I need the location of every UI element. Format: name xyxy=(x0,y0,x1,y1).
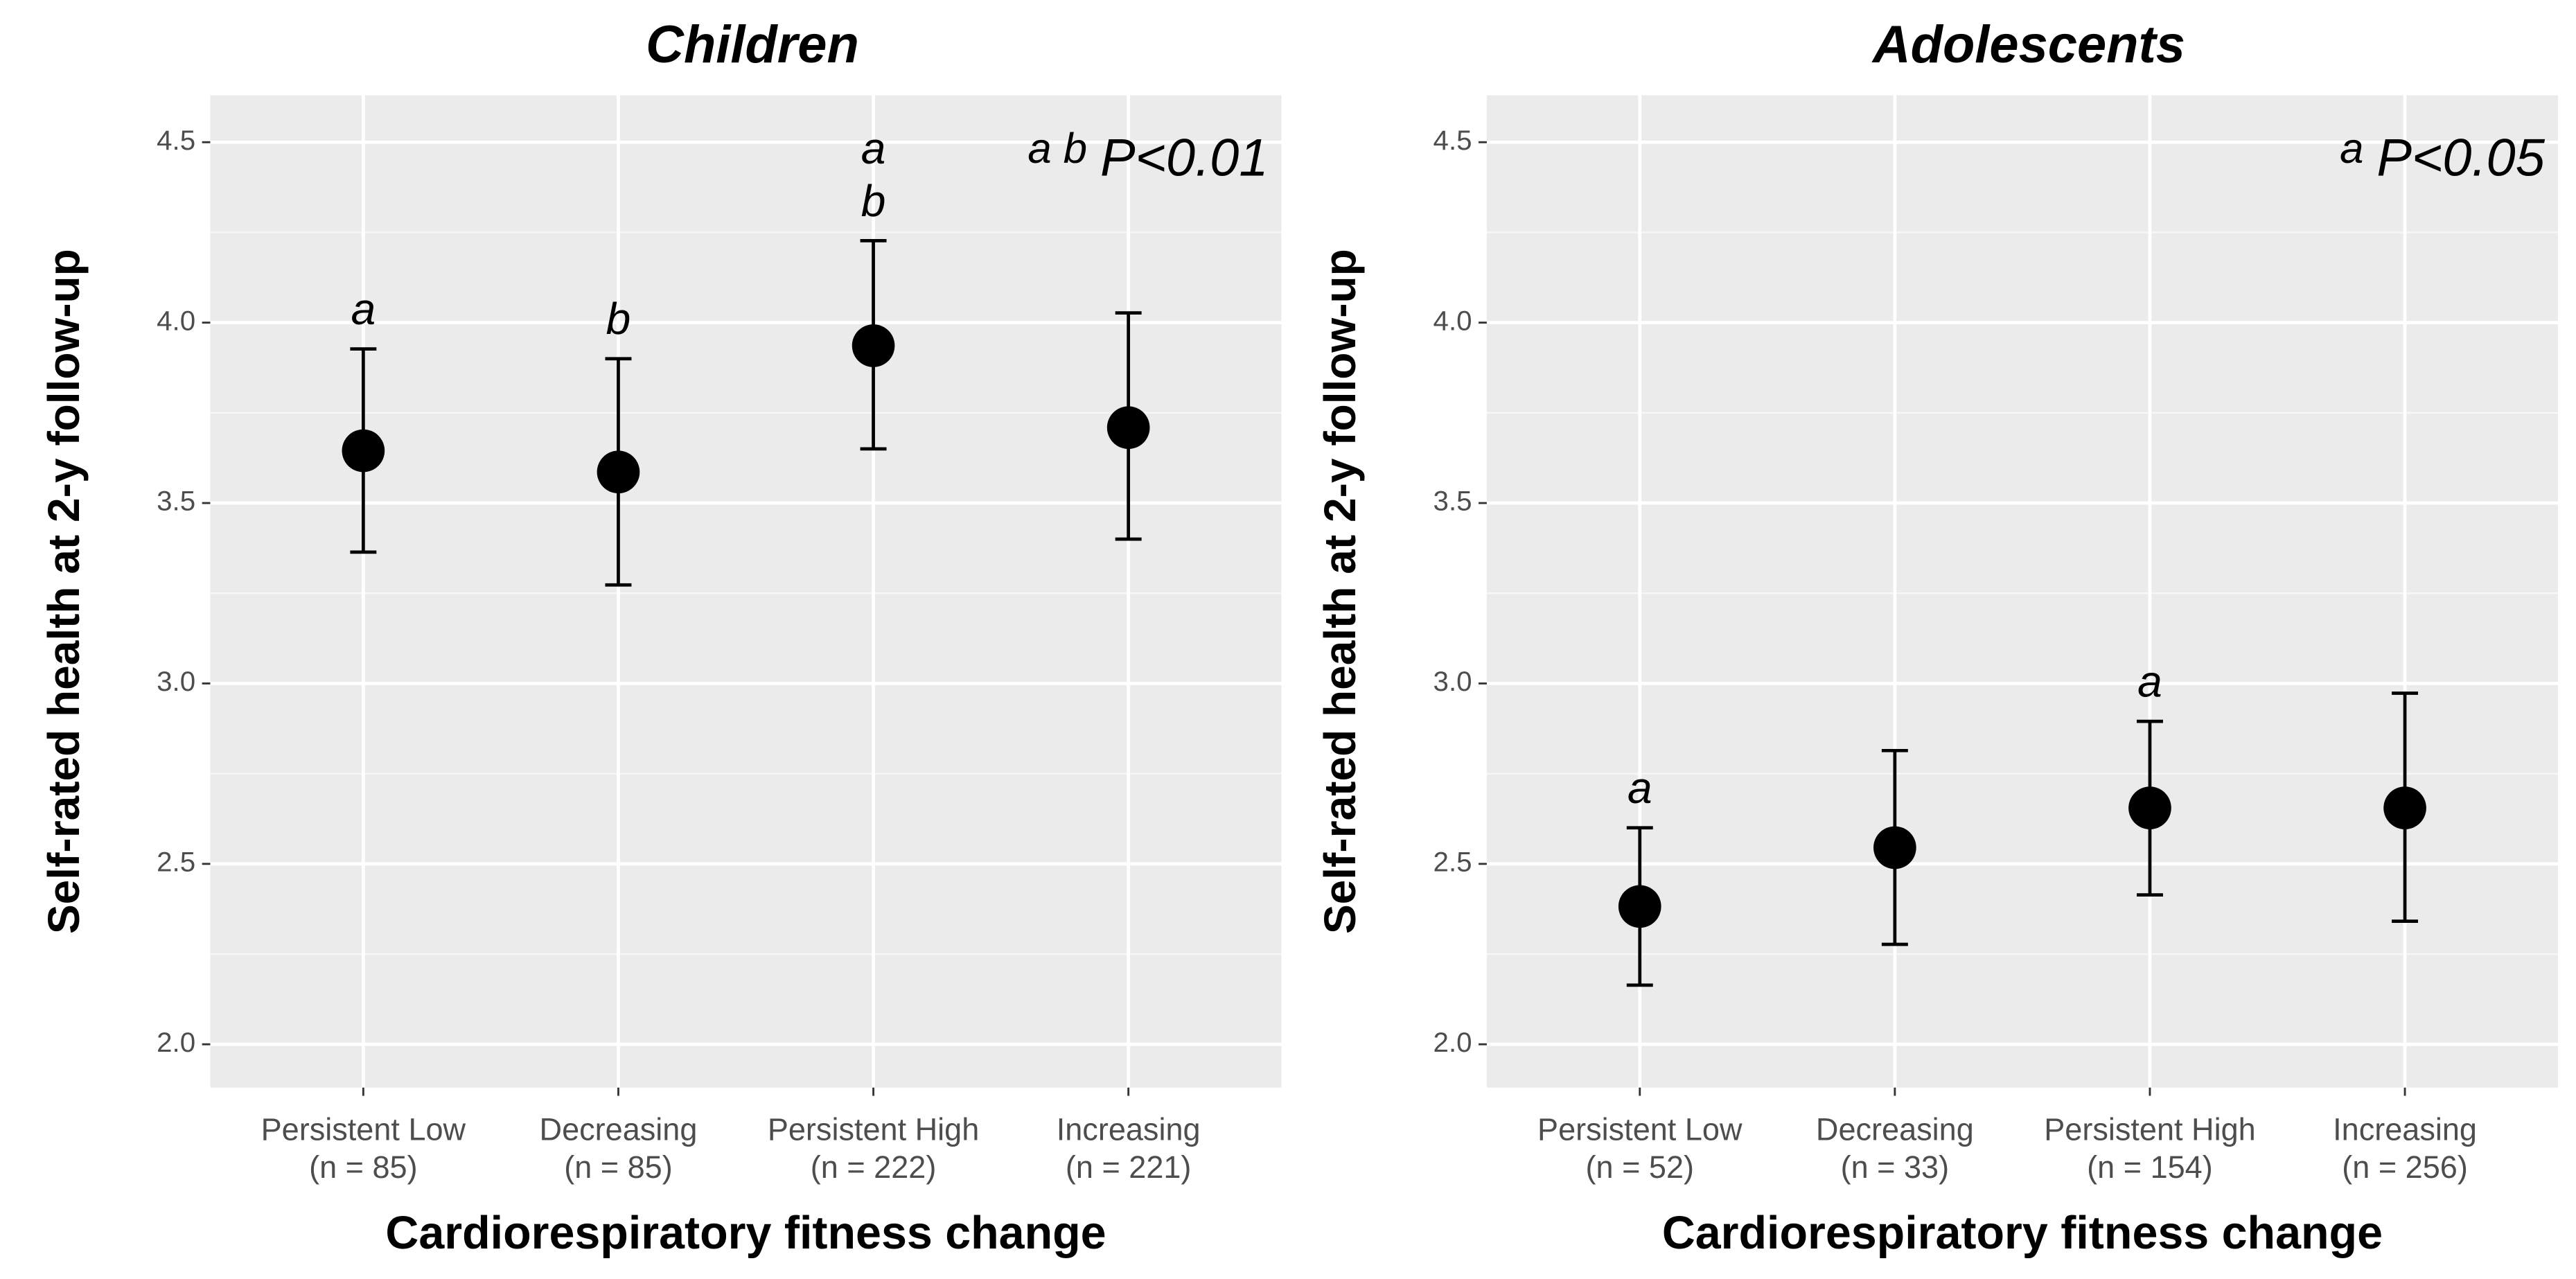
significance-letter: b xyxy=(861,176,886,226)
point xyxy=(1106,406,1150,450)
significance-letter: a xyxy=(861,123,886,173)
x-tick-label: Decreasing xyxy=(1816,1112,1974,1147)
x-tick-label: Increasing xyxy=(1057,1112,1201,1147)
y-tick-label: 2.5 xyxy=(1433,846,1472,877)
y-axis-title: Self-rated health at 2-y follow-up xyxy=(1315,249,1365,934)
significance-letter: b xyxy=(606,294,631,344)
y-tick-label: 2.0 xyxy=(157,1027,195,1058)
y-tick-label: 3.0 xyxy=(1433,666,1472,697)
x-axis-title: Cardiorespiratory fitness change xyxy=(385,1208,1106,1259)
point xyxy=(852,324,895,367)
point xyxy=(1873,826,1916,870)
annotation-letters: a xyxy=(2340,125,2363,173)
plot-panel xyxy=(210,95,1282,1088)
x-tick-label: Persistent High xyxy=(768,1112,979,1147)
x-tick-label: Persistent Low xyxy=(1537,1112,1743,1147)
y-tick-label: 2.5 xyxy=(157,846,195,877)
significance-letter: a xyxy=(2137,657,2162,707)
point xyxy=(342,429,385,473)
x-tick-n-label: (n = 222) xyxy=(811,1149,937,1185)
significance-letter: a xyxy=(1627,763,1652,813)
significance-letter: a xyxy=(351,284,376,334)
y-tick-label: 3.5 xyxy=(157,486,195,517)
point xyxy=(597,450,640,494)
x-tick-label: Decreasing xyxy=(540,1112,698,1147)
x-axis-title: Cardiorespiratory fitness change xyxy=(1662,1208,2383,1259)
y-tick-label: 4.0 xyxy=(157,305,195,336)
x-tick-n-label: (n = 52) xyxy=(1586,1149,1695,1185)
chart-title: Children xyxy=(646,15,859,74)
x-tick-label: Persistent Low xyxy=(261,1112,466,1147)
y-tick-label: 4.5 xyxy=(1433,125,1472,156)
plot-panel xyxy=(1486,95,2558,1088)
point xyxy=(2128,786,2171,829)
annotation: a b P<0.01 xyxy=(1027,125,1268,188)
annotation-text: P<0.01 xyxy=(1100,129,1269,188)
chart-title: Adolescents xyxy=(1871,15,2185,74)
x-tick-label: Persistent High xyxy=(2044,1112,2255,1147)
y-tick-label: 3.0 xyxy=(157,666,195,697)
y-tick-label: 4.0 xyxy=(1433,305,1472,336)
point xyxy=(1618,885,1661,928)
annotation-text: P<0.05 xyxy=(2376,129,2545,188)
x-tick-label: Increasing xyxy=(2333,1112,2477,1147)
x-tick-n-label: (n = 256) xyxy=(2342,1149,2468,1185)
y-axis-title: Self-rated health at 2-y follow-up xyxy=(39,249,89,934)
y-tick-label: 4.5 xyxy=(157,125,195,156)
x-tick-n-label: (n = 85) xyxy=(309,1149,418,1185)
y-tick-label: 2.0 xyxy=(1433,1027,1472,1058)
x-tick-n-label: (n = 85) xyxy=(564,1149,673,1185)
x-tick-n-label: (n = 221) xyxy=(1066,1149,1192,1185)
x-tick-n-label: (n = 154) xyxy=(2087,1149,2213,1185)
y-tick-label: 3.5 xyxy=(1433,486,1472,517)
x-tick-n-label: (n = 33) xyxy=(1841,1149,1950,1185)
annotation-letters: a b xyxy=(1027,125,1087,173)
annotation: a P<0.05 xyxy=(2340,125,2546,188)
point xyxy=(2383,786,2426,829)
